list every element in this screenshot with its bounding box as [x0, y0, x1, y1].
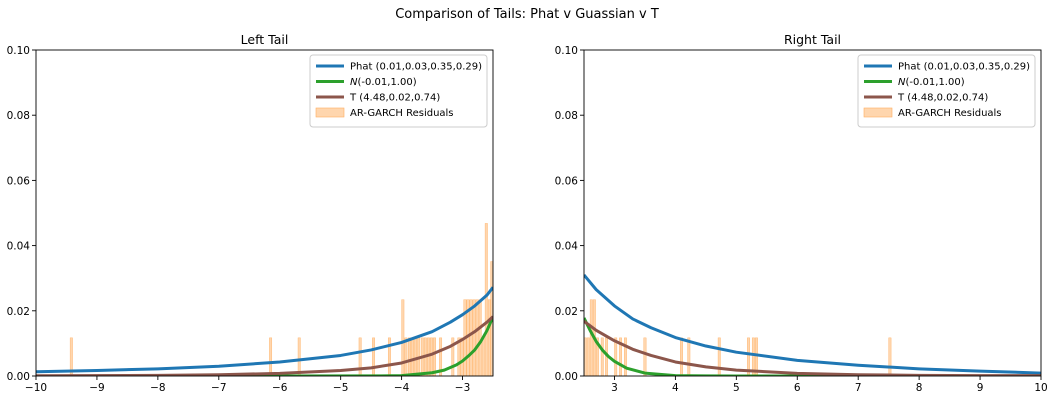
histogram-bar — [269, 337, 273, 376]
y-tick-label: 0.08 — [555, 110, 578, 122]
y-tick-label: 0.04 — [7, 241, 31, 253]
histogram-bar — [624, 337, 627, 376]
histogram-bar — [751, 337, 755, 376]
histogram-bar — [478, 299, 482, 376]
left-tail-title: Left Tail — [241, 32, 289, 47]
histogram-bar — [487, 299, 491, 376]
legend-label: AR-GARCH Residuals — [350, 108, 454, 119]
histogram-bar — [888, 337, 892, 376]
y-tick-label: 0.10 — [7, 45, 30, 57]
histogram-bar — [614, 337, 618, 376]
x-tick-label: 9 — [977, 382, 984, 394]
histogram-bar — [387, 337, 391, 376]
legend-box — [857, 54, 1036, 128]
histogram-bar — [69, 337, 73, 376]
histogram-bar — [430, 337, 433, 376]
x-tick-label: 6 — [794, 382, 801, 394]
histogram-bar — [401, 299, 405, 376]
legend-label-params: (-0.01,1.00) — [357, 77, 416, 88]
series-line — [36, 286, 493, 374]
series-line — [584, 320, 1041, 376]
x-tick-label: −5 — [333, 382, 348, 394]
y-tick-label: 0.00 — [555, 371, 578, 383]
histogram-bar — [481, 337, 485, 376]
y-tick-label: 0.04 — [555, 241, 579, 253]
histogram-bar — [595, 337, 599, 376]
y-tick-label: 0.08 — [7, 110, 30, 122]
histogram-bar — [460, 337, 464, 376]
histogram-bar — [472, 299, 476, 376]
left-tail-legend: Phat (0.01,0.03,0.35,0.29) N(-0.01,1.00) T… — [309, 54, 488, 128]
x-tick-label: −9 — [89, 382, 104, 394]
right-tail-axes: Right Tail 3 4 5 6 7 8 9 10 0.00 0.02 0.04 0.06 0.08… — [555, 32, 1048, 394]
legend-label: T (4.48,0.02,0.74) — [897, 93, 988, 104]
right-tail-legend: Phat (0.01,0.03,0.35,0.29) N(-0.01,1.00) T… — [857, 54, 1036, 128]
y-tick-label: 0.10 — [555, 45, 578, 57]
x-tick-label: 4 — [672, 382, 679, 394]
figure-title: Comparison of Tails: Phat v Guassian v T — [395, 7, 659, 22]
histogram-bar — [586, 337, 590, 376]
y-tick-label: 0.02 — [7, 306, 30, 318]
histogram-bar — [484, 223, 488, 376]
x-tick-label: −8 — [150, 382, 165, 394]
histogram-bar — [439, 337, 443, 376]
x-tick-label: −4 — [394, 382, 410, 394]
histogram-bar — [414, 337, 418, 376]
y-tick-label: 0.00 — [7, 371, 30, 383]
x-tick-label: 10 — [1034, 382, 1047, 394]
histogram-bar — [687, 337, 691, 376]
histogram-bar — [755, 337, 758, 376]
histogram-bar — [717, 337, 721, 376]
histogram-bar — [469, 299, 473, 376]
legend-label: N(-0.01,1.00) — [350, 77, 417, 88]
series-line — [36, 315, 493, 376]
histogram-bar — [297, 337, 301, 376]
histogram-bar — [404, 337, 408, 376]
histogram-bar — [680, 337, 683, 376]
legend-label: AR-GARCH Residuals — [898, 108, 1002, 119]
series-line — [584, 273, 1041, 375]
legend-box — [309, 54, 488, 128]
x-tick-label: 8 — [916, 382, 923, 394]
y-tick-label: 0.06 — [7, 175, 31, 187]
legend-label: N(-0.01,1.00) — [898, 77, 965, 88]
histogram-bar — [408, 337, 411, 376]
x-tick-label: 7 — [855, 382, 862, 394]
legend-bar-swatch — [315, 107, 345, 118]
left-tail-frame — [35, 49, 494, 377]
histogram-bar — [600, 337, 604, 376]
legend-label-params: (-0.01,1.00) — [905, 77, 964, 88]
histogram-bar — [475, 299, 479, 376]
x-tick-label: −10 — [25, 382, 47, 394]
x-tick-label: 5 — [733, 382, 740, 394]
histogram-bar — [619, 337, 622, 376]
histogram-bar — [457, 337, 461, 376]
histogram-bar — [433, 337, 436, 376]
histogram-bar — [643, 337, 647, 376]
x-tick-label: −7 — [211, 382, 226, 394]
y-tick-label: 0.06 — [555, 175, 579, 187]
x-tick-label: −6 — [272, 382, 288, 394]
histogram-bar — [372, 337, 375, 376]
histogram-bar — [358, 337, 362, 376]
legend-label-symbol: N — [898, 77, 906, 88]
right-tail-title: Right Tail — [784, 32, 841, 47]
histogram-bar — [411, 337, 414, 376]
legend-label: Phat (0.01,0.03,0.35,0.29) — [350, 62, 482, 73]
histogram-bar — [584, 337, 587, 376]
histogram-bar — [747, 337, 750, 376]
histogram-bar — [589, 299, 593, 376]
right-tail-frame — [583, 49, 1042, 377]
legend-label-symbol: N — [350, 77, 358, 88]
legend-bar-swatch — [863, 107, 893, 118]
legend-label: T (4.48,0.02,0.74) — [349, 93, 440, 104]
y-tick-label: 0.02 — [555, 306, 578, 318]
left-tail-axes: Left Tail −10 −9 −8 −7 −6 −5 −4 −3 0.00 0.02 0.04 0… — [7, 32, 494, 394]
x-tick-label: 3 — [611, 382, 618, 394]
legend-label: Phat (0.01,0.03,0.35,0.29) — [898, 62, 1030, 73]
x-tick-label: −3 — [455, 382, 470, 394]
histogram-bar — [451, 337, 455, 376]
